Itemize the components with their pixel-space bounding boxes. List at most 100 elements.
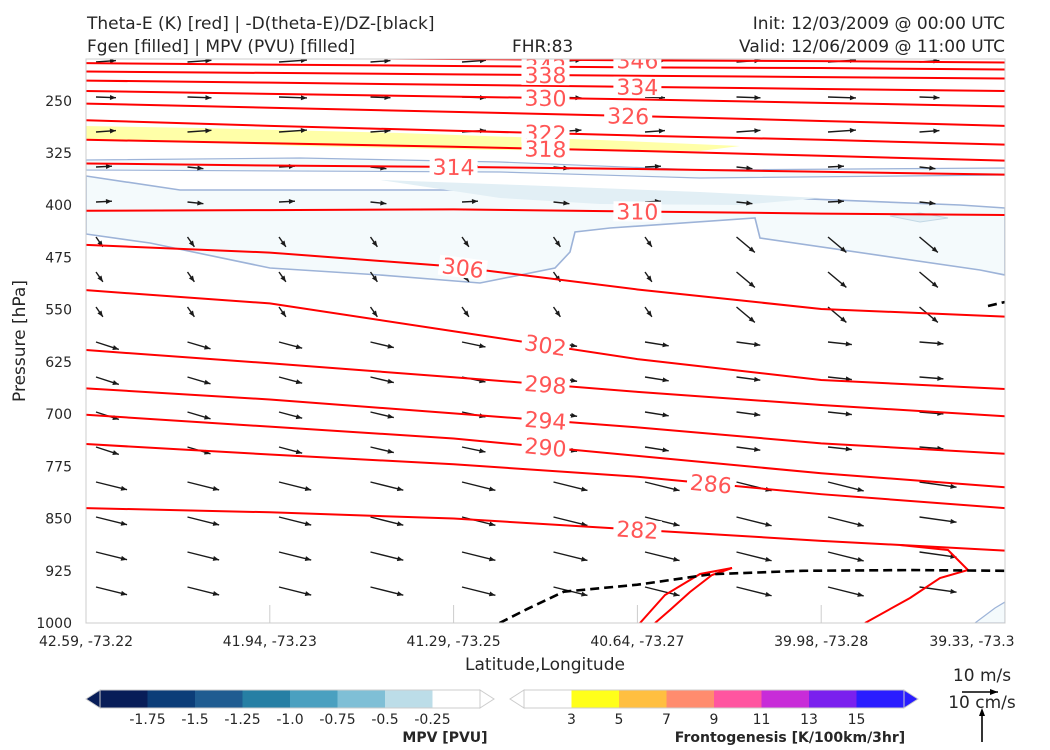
colorbar-swatch: [290, 690, 338, 708]
theta-e-contour-314: [86, 162, 1005, 176]
wind-vector-head: [97, 275, 103, 282]
wind-vector-head: [845, 446, 852, 452]
wind-vector-head: [384, 59, 391, 64]
wind-vector-head: [1029, 375, 1035, 380]
wind-vector-head: [304, 486, 312, 492]
wind-vector: [919, 481, 957, 488]
wind-vector-head: [857, 522, 864, 527]
wind-vector-head: [1042, 519, 1048, 524]
wind-vector-head: [765, 591, 772, 597]
wind-vector-head: [188, 310, 195, 317]
vector-key-vertical-label: 10 cm/s: [948, 693, 1016, 713]
colorbar-tick-label: 9: [710, 712, 719, 728]
contour-label-bg: [686, 471, 736, 496]
colorbar-tick-label: 3: [567, 712, 576, 728]
wind-vector-head: [837, 198, 844, 204]
contour-label-294: 294: [524, 408, 568, 436]
wind-vector-head: [471, 198, 478, 204]
wind-vector-head: [754, 411, 761, 417]
x-tick-label: 39.98, -73.28: [774, 634, 868, 650]
wind-vector-head: [845, 376, 852, 382]
wind-vector-head: [554, 240, 561, 247]
wind-vector: [736, 551, 772, 562]
valid-time: Valid: 12/06/2009 @ 11:00 UTC: [739, 37, 1005, 57]
wind-vector-head: [1029, 445, 1035, 450]
wind-vector-head: [1021, 199, 1027, 204]
wind-vector-head: [673, 556, 680, 562]
wind-vector-head: [204, 414, 211, 420]
wind-vector-head: [673, 591, 680, 597]
wind-vector: [919, 516, 957, 523]
wind-vector-head: [937, 340, 944, 346]
wind-vector-head: [205, 95, 212, 101]
frontogenesis-colorbar: 3 5 7 9 11 13 15: [509, 689, 919, 728]
wind-vector-head: [950, 483, 957, 489]
dtheta-e-dz-contour-fragment: [987, 300, 1005, 308]
wind-vector-head: [754, 446, 761, 452]
wind-vector-head: [1021, 164, 1027, 169]
wind-vector-head: [845, 341, 852, 347]
wind-vector-head: [1029, 410, 1035, 415]
wind-vector-head: [479, 448, 486, 454]
contour-label-286: 286: [689, 471, 733, 500]
theta-e-contour-306: [86, 243, 1005, 318]
wind-vector-head: [646, 275, 652, 282]
contour-label-bg: [613, 59, 662, 71]
contour-label-bg: [613, 201, 662, 222]
wind-vector-head: [570, 377, 578, 383]
x-axis-label: Latitude,Longitude: [465, 655, 625, 675]
wind-vector-head: [754, 341, 761, 347]
contour-label-334: 334: [616, 76, 658, 101]
wind-vector: [1011, 377, 1035, 378]
colorbar-tick-label: 7: [662, 712, 671, 728]
wind-vector-head: [563, 200, 570, 206]
wind-vector-head: [120, 555, 128, 561]
wind-vector-head: [105, 163, 112, 169]
wind-vector-head: [646, 240, 652, 247]
wind-vector-head: [662, 447, 669, 453]
wind-vector: [736, 516, 772, 527]
wind-vector-head: [929, 165, 936, 171]
contour-label-bg: [429, 156, 478, 178]
wind-vector-head: [857, 592, 864, 597]
wind-vector-head: [205, 128, 212, 134]
wind-vector-head: [849, 127, 856, 133]
wind-vector-head: [204, 344, 211, 350]
frontogenesis-colorbar-label: Frontogenesis [K/100km/3hr]: [675, 730, 905, 746]
wind-vector-head: [933, 128, 940, 134]
y-tick-label: 400: [45, 198, 72, 214]
y-tick-label: 850: [45, 512, 72, 528]
contour-label-bg: [521, 138, 570, 160]
colorbar-frame: [99, 689, 481, 709]
contour-label-bg: [613, 76, 662, 98]
wind-vector: [1011, 552, 1049, 557]
wind-vector-head: [295, 449, 303, 455]
wind-vector-head: [300, 59, 307, 63]
colorbar-tick-label: -0.5: [371, 712, 398, 728]
wind-vector-head: [396, 591, 404, 597]
colorbar-swatch: [619, 690, 667, 708]
wind-vector-head: [204, 379, 211, 385]
wind-vector-head: [197, 200, 204, 206]
wind-vector-head: [295, 379, 303, 385]
wind-vector-head: [950, 588, 957, 594]
mpv-colorbar: -1.75 -1.5 -1.25 -1.0 -0.75 -0.5 -0.25: [85, 689, 495, 728]
wind-vector-head: [765, 521, 772, 527]
wind-vector-head: [837, 163, 844, 169]
wind-vector-head: [371, 240, 378, 247]
wind-vector-head: [295, 414, 303, 420]
contour-label-346: 346: [616, 49, 658, 74]
theta-e-contour-282: [86, 507, 1005, 552]
wind-vector-head: [300, 127, 307, 133]
wind-vector-head: [280, 275, 286, 282]
contour-label-310: 310: [616, 200, 658, 225]
contour-label-bg: [520, 372, 571, 397]
wind-vector: [1011, 587, 1049, 592]
wind-vector-head: [1042, 554, 1048, 559]
wind-vector-head: [748, 316, 755, 323]
colorbar-swatch: [242, 690, 291, 708]
wind-vector-head: [754, 95, 761, 101]
wind-vector-head: [748, 281, 755, 288]
wind-vector-head: [933, 94, 940, 100]
wind-vector-head: [488, 521, 496, 527]
